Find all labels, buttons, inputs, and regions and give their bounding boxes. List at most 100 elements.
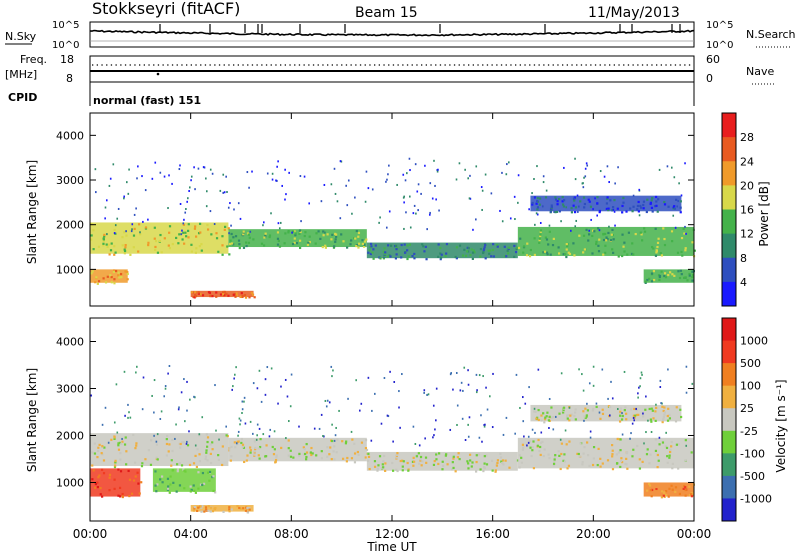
velocity-echo-speck	[656, 453, 659, 457]
power-echo-speck	[535, 202, 538, 205]
power-echo-speck	[125, 234, 128, 237]
power-sparse-echo	[501, 171, 503, 174]
velocity-echo-speck	[156, 458, 159, 461]
velocity-sparse-echo	[164, 385, 167, 388]
power-echo-speck	[688, 272, 691, 276]
power-echo-speck	[632, 253, 635, 256]
velocity-sparse-echo	[435, 387, 438, 390]
velocity-echo-speck	[257, 454, 260, 457]
power-echo-speck	[124, 270, 127, 273]
velocity-echo-speck	[592, 446, 596, 449]
velocity-echo-speck	[205, 508, 208, 511]
power-echo-speck	[662, 227, 665, 230]
power-echo-speck	[371, 251, 374, 254]
velocity-echo-speck	[99, 487, 102, 490]
power-sparse-echo	[575, 219, 578, 222]
velocity-echo-speck	[341, 457, 345, 460]
velocity-sparse-echo	[239, 419, 242, 422]
power-echo-speck	[647, 277, 651, 280]
power-echo-speck	[506, 249, 509, 252]
power-echo-speck	[322, 230, 325, 233]
velocity-echo-speck	[668, 456, 671, 459]
velocity-echo-speck	[124, 436, 127, 439]
power-echo-speck	[673, 274, 676, 277]
power-echo-speck	[124, 246, 127, 249]
power-echo-speck	[650, 272, 654, 275]
velocity-echo-speck	[302, 453, 306, 456]
power-echo-speck	[552, 237, 555, 240]
power-echo-speck	[200, 243, 203, 246]
power-echo-speck	[654, 254, 658, 257]
velocity-echo-speck	[648, 462, 651, 465]
velocity-sparse-echo	[225, 425, 228, 428]
velocity-echo-speck	[650, 407, 653, 410]
velocity-sparse-echo	[526, 444, 528, 447]
power-echo-speck	[663, 237, 666, 241]
power-sparse-echo	[541, 205, 544, 208]
velocity-sparse-echo	[621, 433, 624, 436]
power-sparse-echo	[431, 197, 434, 200]
power-echo-speck	[158, 239, 161, 243]
velocity-echo-speck	[119, 495, 122, 498]
velocity-sparse-echo	[476, 389, 478, 392]
power-echo-speck	[630, 252, 634, 256]
velocity-echo-speck	[208, 470, 212, 474]
velocity-echo-speck	[128, 478, 132, 481]
date-title: 11/May/2013	[588, 5, 680, 21]
velocity-echo-speck	[536, 444, 539, 447]
velocity-echo-speck	[499, 456, 503, 459]
velocity-echo-speck	[674, 486, 678, 489]
velocity-sparse-echo	[142, 376, 145, 379]
velocity-echo-speck	[677, 467, 680, 470]
velocity-echo-speck	[113, 478, 116, 481]
power-echo-band	[517, 226, 694, 256]
velocity-sparse-echo	[153, 434, 155, 437]
power-echo-speck	[264, 234, 267, 237]
velocity-echo-speck	[221, 463, 224, 467]
power-echo-speck	[287, 231, 290, 234]
power-echo-speck	[496, 245, 499, 248]
velocity-echo-speck	[249, 451, 252, 454]
nsky-trace	[89, 24, 695, 37]
velocity-echo-speck	[562, 408, 565, 412]
velocity-echo-speck	[668, 413, 671, 417]
velocity-sparse-echo	[523, 435, 525, 438]
power-echo-speck	[677, 270, 680, 273]
power-sparse-echo	[206, 190, 208, 193]
velocity-echo-speck	[583, 446, 586, 449]
velocity-echo-speck	[475, 454, 478, 457]
velocity-sparse-echo	[592, 365, 595, 368]
power-echo-speck	[118, 276, 121, 279]
velocity-echo-speck	[209, 506, 213, 509]
velocity-echo-speck	[592, 407, 595, 411]
velocity-echo-speck	[491, 469, 494, 472]
power-echo-speck	[683, 232, 686, 235]
power-echo-speck	[482, 247, 486, 251]
velocity-echo-speck	[682, 487, 685, 490]
power-echo-speck	[400, 256, 403, 259]
velocity-sparse-echo	[241, 400, 244, 403]
velocity-echo-speck	[620, 418, 624, 421]
power-echo-speck	[439, 256, 443, 259]
velocity-echo-speck	[395, 468, 398, 471]
power-echo-speck	[201, 294, 205, 297]
power-echo-speck	[102, 242, 105, 245]
power-echo-speck	[654, 227, 657, 230]
power-sparse-echo	[590, 218, 592, 221]
velocity-echo-speck	[558, 412, 561, 415]
velocity-echo-speck	[559, 467, 562, 471]
power-sparse-echo	[603, 175, 606, 178]
velocity-echo-speck	[684, 486, 687, 489]
velocity-echo-speck	[183, 469, 186, 472]
velocity-sparse-echo	[468, 416, 471, 419]
power-echo-speck	[611, 208, 614, 212]
velocity-echo-speck	[197, 506, 200, 509]
velocity-echo-speck	[412, 464, 415, 467]
power-sparse-echo	[429, 211, 431, 214]
power-echo-speck	[637, 210, 640, 213]
power-echo-speck	[650, 199, 653, 202]
power-echo-speck	[572, 242, 575, 245]
power-echo-speck	[126, 271, 129, 274]
power-echo-speck	[92, 248, 95, 251]
velocity-echo-speck	[496, 459, 500, 462]
